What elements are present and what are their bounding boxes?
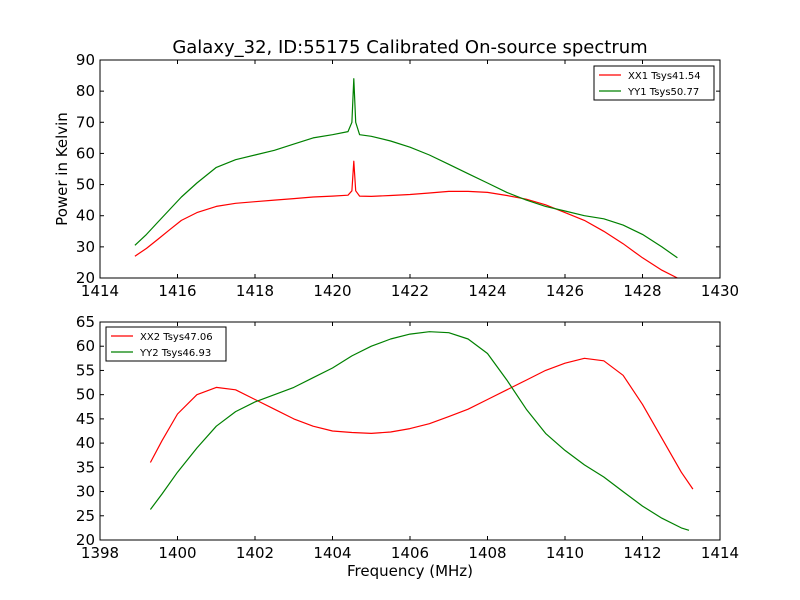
- legend-box: [105, 326, 227, 362]
- legend-box: [593, 65, 715, 101]
- chart-title: Galaxy_32, ID:55175 Calibrated On-source…: [172, 37, 647, 58]
- x-axis-label: Frequency (MHz): [347, 562, 473, 580]
- y-tick-label: 80: [76, 82, 95, 100]
- series-line-1: [134, 160, 678, 278]
- legend-label-2: YY2 Tsys46.93: [139, 348, 211, 359]
- y-tick-label: 40: [76, 207, 95, 225]
- x-tick-label: 1422: [391, 282, 429, 300]
- legend: XX2 Tsys47.06 YY2 Tsys46.93: [105, 326, 227, 362]
- legend-label-2: YY1 Tsys50.77: [627, 87, 699, 98]
- x-tick-label: 1426: [546, 282, 584, 300]
- x-tick-label: 1424: [468, 282, 506, 300]
- x-tick-label: 1406: [391, 544, 429, 562]
- y-tick-label: 90: [76, 51, 95, 69]
- x-tick-label: 1408: [468, 544, 506, 562]
- legend-label-1: XX1 Tsys41.54: [628, 71, 701, 82]
- y-tick-label: 70: [76, 113, 95, 131]
- x-tick-label: 1398: [81, 544, 119, 562]
- y-tick-label: 60: [76, 337, 95, 355]
- series-line-2: [149, 331, 690, 531]
- x-tick-label: 1418: [236, 282, 274, 300]
- y-axis-label: Power in Kelvin: [53, 112, 71, 226]
- x-tick-label: 1430: [701, 282, 739, 300]
- x-tick-label: 1428: [623, 282, 661, 300]
- x-tick-label: 1414: [701, 544, 739, 562]
- y-tick-label: 40: [76, 434, 95, 452]
- x-tick-label: 1420: [313, 282, 351, 300]
- subplot-2: 1398 1400 1402 1404 1406 1408 1410 1412 1414 20 25…: [76, 313, 739, 580]
- x-tick-label: 1402: [236, 544, 274, 562]
- x-tick-label: 1400: [158, 544, 196, 562]
- subplot-1: 1414 1416 1418 1420 1422 1424 1426 1428 1430 20 30…: [53, 37, 739, 300]
- series-line-1: [149, 357, 694, 490]
- y-tick-label: 25: [76, 507, 95, 525]
- y-tick-label: 50: [76, 386, 95, 404]
- legend: XX1 Tsys41.54 YY1 Tsys50.77: [593, 65, 715, 101]
- y-tick-label: 20: [76, 269, 95, 287]
- y-tick-label: 65: [76, 313, 95, 331]
- y-tick-label: 45: [76, 410, 95, 428]
- x-tick-label: 1404: [313, 544, 351, 562]
- y-tick-label: 30: [76, 238, 95, 256]
- y-tick-label: 30: [76, 483, 95, 501]
- y-tick-label: 20: [76, 531, 95, 549]
- y-tick-label: 55: [76, 361, 95, 379]
- x-tick-label: 1416: [158, 282, 196, 300]
- y-tick-label: 50: [76, 176, 95, 194]
- series-line-2: [134, 78, 678, 259]
- legend-label-1: XX2 Tsys47.06: [140, 332, 213, 343]
- x-tick-label: 1414: [81, 282, 119, 300]
- x-tick-label: 1412: [623, 544, 661, 562]
- y-tick-label: 35: [76, 458, 95, 476]
- y-tick-label: 60: [76, 144, 95, 162]
- x-tick-label: 1410: [546, 544, 584, 562]
